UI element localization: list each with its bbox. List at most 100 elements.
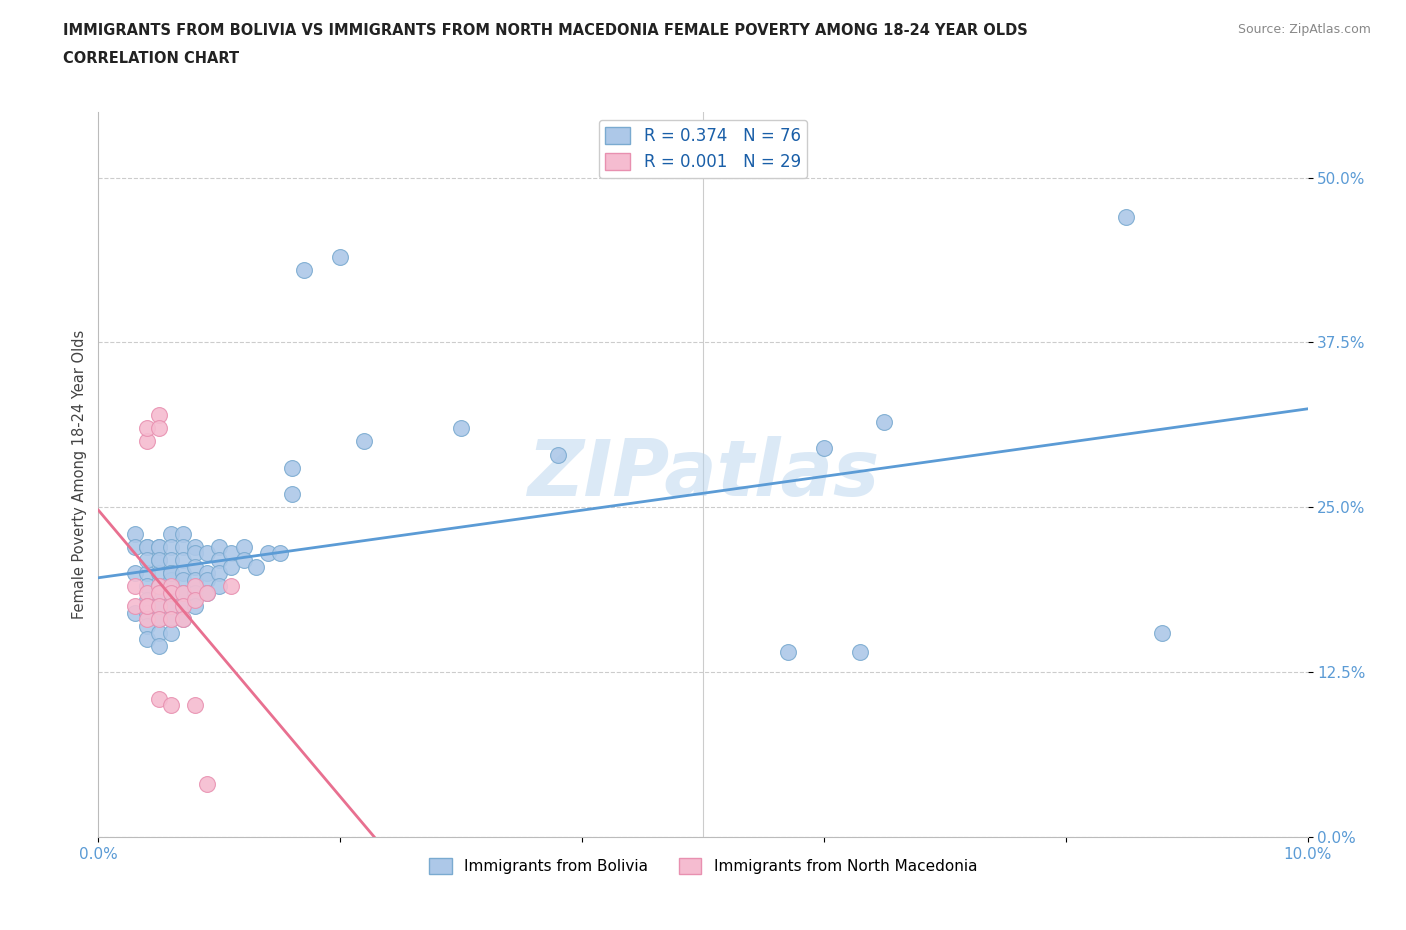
Point — [195, 777, 218, 791]
Point — [292, 262, 315, 277]
Point — [160, 599, 183, 614]
Point — [195, 586, 218, 601]
Point — [160, 698, 183, 712]
Point — [135, 605, 157, 620]
Point — [195, 546, 218, 561]
Point — [184, 586, 207, 601]
Point — [148, 612, 170, 627]
Point — [1152, 625, 1174, 640]
Point — [184, 572, 207, 587]
Point — [221, 546, 243, 561]
Point — [124, 599, 146, 614]
Text: CORRELATION CHART: CORRELATION CHART — [63, 51, 239, 66]
Point — [184, 599, 207, 614]
Point — [184, 539, 207, 554]
Point — [232, 552, 254, 567]
Point — [849, 644, 872, 659]
Point — [148, 612, 170, 627]
Point — [547, 447, 569, 462]
Point — [776, 644, 799, 659]
Point — [160, 612, 183, 627]
Point — [232, 539, 254, 554]
Point — [160, 586, 183, 601]
Point — [135, 599, 157, 614]
Point — [124, 526, 146, 541]
Point — [148, 552, 170, 567]
Point — [135, 420, 157, 435]
Point — [124, 579, 146, 594]
Point — [172, 572, 194, 587]
Point — [195, 565, 218, 580]
Point — [208, 565, 231, 580]
Point — [135, 565, 157, 580]
Point — [160, 579, 183, 594]
Point — [873, 414, 896, 429]
Point — [281, 486, 304, 501]
Point — [208, 539, 231, 554]
Point — [160, 552, 183, 567]
Point — [135, 586, 157, 601]
Point — [245, 559, 267, 574]
Point — [160, 599, 183, 614]
Point — [148, 552, 170, 567]
Point — [148, 599, 170, 614]
Point — [135, 592, 157, 607]
Point — [269, 546, 291, 561]
Point — [148, 586, 170, 601]
Point — [195, 586, 218, 601]
Point — [160, 539, 183, 554]
Point — [148, 625, 170, 640]
Point — [172, 586, 194, 601]
Point — [135, 434, 157, 449]
Point — [172, 586, 194, 601]
Point — [148, 691, 170, 706]
Point — [160, 586, 183, 601]
Point — [148, 586, 170, 601]
Point — [172, 552, 194, 567]
Point — [148, 599, 170, 614]
Point — [184, 698, 207, 712]
Point — [148, 638, 170, 653]
Point — [208, 579, 231, 594]
Point — [148, 420, 170, 435]
Point — [195, 572, 218, 587]
Point — [450, 420, 472, 435]
Point — [172, 612, 194, 627]
Point — [172, 599, 194, 614]
Point — [1115, 209, 1137, 224]
Text: Source: ZipAtlas.com: Source: ZipAtlas.com — [1237, 23, 1371, 36]
Point — [184, 592, 207, 607]
Point — [184, 579, 207, 594]
Point — [135, 618, 157, 633]
Y-axis label: Female Poverty Among 18-24 Year Olds: Female Poverty Among 18-24 Year Olds — [72, 329, 87, 619]
Point — [160, 612, 183, 627]
Point — [135, 539, 157, 554]
Point — [329, 249, 352, 264]
Point — [172, 565, 194, 580]
Point — [148, 539, 170, 554]
Point — [160, 572, 183, 587]
Point — [208, 552, 231, 567]
Point — [148, 565, 170, 580]
Point — [160, 526, 183, 541]
Point — [256, 546, 278, 561]
Point — [135, 539, 157, 554]
Point — [172, 599, 194, 614]
Point — [160, 565, 183, 580]
Point — [148, 579, 170, 594]
Text: ZIPatlas: ZIPatlas — [527, 436, 879, 512]
Point — [281, 460, 304, 475]
Point — [135, 579, 157, 594]
Point — [172, 539, 194, 554]
Legend: Immigrants from Bolivia, Immigrants from North Macedonia: Immigrants from Bolivia, Immigrants from… — [423, 852, 983, 880]
Point — [184, 546, 207, 561]
Point — [124, 565, 146, 580]
Point — [135, 612, 157, 627]
Point — [135, 552, 157, 567]
Point — [148, 407, 170, 422]
Point — [148, 579, 170, 594]
Point — [160, 625, 183, 640]
Point — [148, 539, 170, 554]
Point — [160, 565, 183, 580]
Point — [124, 605, 146, 620]
